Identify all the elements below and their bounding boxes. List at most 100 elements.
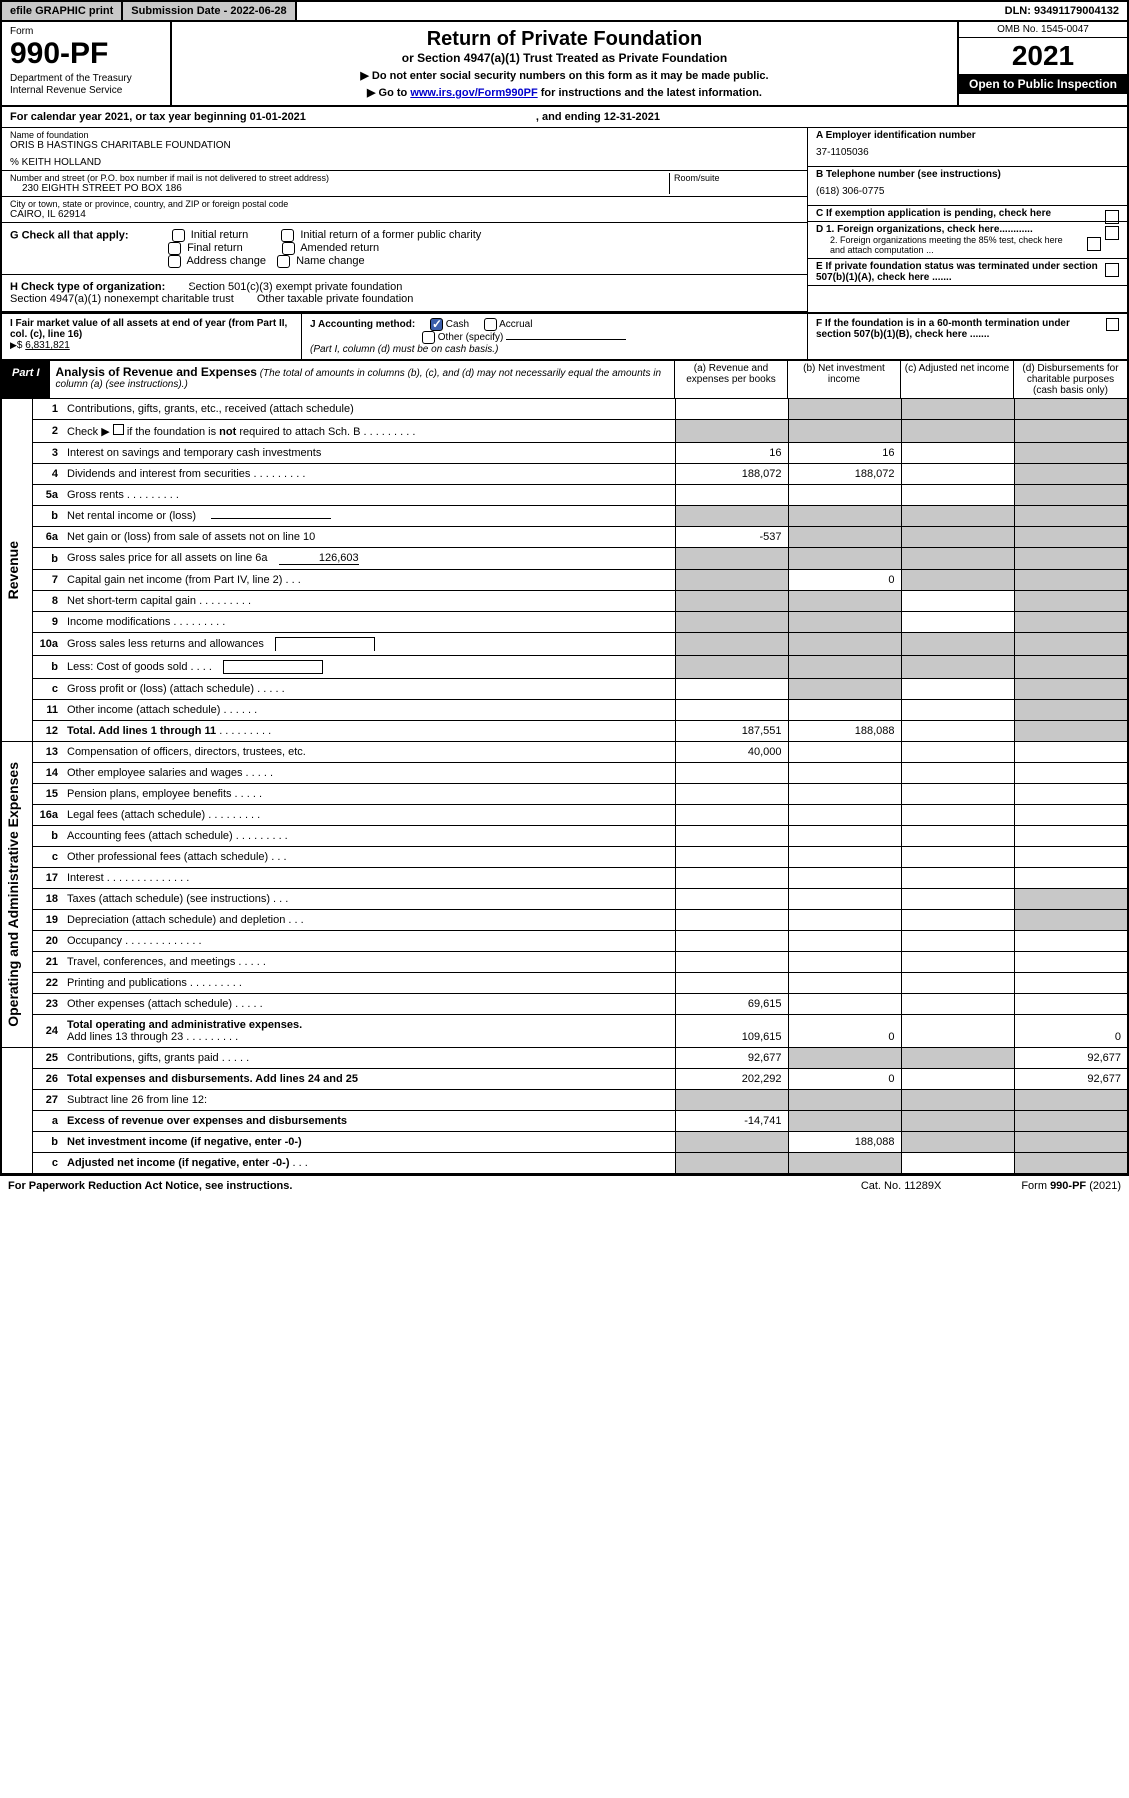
paperwork-notice: For Paperwork Reduction Act Notice, see …	[8, 1180, 292, 1192]
col-b-header: (b) Net investment income	[788, 361, 901, 398]
checkbox-address-change[interactable]	[168, 255, 181, 268]
table-row: 24Total operating and administrative exp…	[2, 1015, 1127, 1048]
tax-year: 2021	[959, 38, 1127, 74]
part-1-label: Part I	[2, 361, 50, 398]
table-row: 22Printing and publications	[2, 973, 1127, 994]
name-row: Name of foundation ORIS B HASTINGS CHARI…	[2, 128, 807, 171]
table-row: aExcess of revenue over expenses and dis…	[2, 1111, 1127, 1132]
checkbox-amended[interactable]	[282, 242, 295, 255]
room-label: Room/suite	[674, 173, 799, 183]
table-row: bAccounting fees (attach schedule)	[2, 826, 1127, 847]
checkbox-d2[interactable]	[1087, 237, 1101, 251]
efile-label: efile GRAPHIC print	[2, 2, 123, 20]
city-row: City or town, state or province, country…	[2, 197, 807, 223]
dln: DLN: 93491179004132	[997, 2, 1127, 20]
table-row: 12Total. Add lines 1 through 11 187,5511…	[2, 721, 1127, 742]
topbar: efile GRAPHIC print Submission Date - 20…	[0, 0, 1129, 22]
checkbox-final-return[interactable]	[168, 242, 181, 255]
header-left: Form 990-PF Department of the Treasury I…	[2, 22, 172, 105]
form-ref: Form 990-PF (2021)	[1021, 1180, 1121, 1192]
form-page: efile GRAPHIC print Submission Date - 20…	[0, 0, 1129, 1196]
part-1-desc: Analysis of Revenue and Expenses (The to…	[50, 361, 675, 398]
table-row: 9Income modifications	[2, 612, 1127, 633]
note-1: ▶ Do not enter social security numbers o…	[178, 69, 951, 82]
table-row: 6aNet gain or (loss) from sale of assets…	[2, 527, 1127, 548]
form-label: Form	[10, 26, 162, 37]
form-number: 990-PF	[10, 37, 162, 71]
open-public: Open to Public Inspection	[959, 74, 1127, 94]
table-row: 23Other expenses (attach schedule) . . .…	[2, 994, 1127, 1015]
foundation-name: ORIS B HASTINGS CHARITABLE FOUNDATION	[10, 140, 799, 151]
checkbox-c[interactable]	[1105, 210, 1119, 224]
table-row: 2Check ▶ if the foundation is not requir…	[2, 420, 1127, 443]
table-row: cOther professional fees (attach schedul…	[2, 847, 1127, 868]
checkbox-initial-return[interactable]	[172, 229, 185, 242]
table-row: 10aGross sales less returns and allowanc…	[2, 633, 1127, 656]
table-row: 18Taxes (attach schedule) (see instructi…	[2, 889, 1127, 910]
footer: For Paperwork Reduction Act Notice, see …	[0, 1175, 1129, 1196]
checkbox-other-method[interactable]	[422, 331, 435, 344]
submission-date: Submission Date - 2022-06-28	[123, 2, 296, 20]
table-row: 8Net short-term capital gain	[2, 591, 1127, 612]
table-row: 19Depreciation (attach schedule) and dep…	[2, 910, 1127, 931]
e-row: E If private foundation status was termi…	[808, 259, 1127, 286]
col-d-header: (d) Disbursements for charitable purpose…	[1014, 361, 1127, 398]
table-row: 14Other employee salaries and wages . . …	[2, 763, 1127, 784]
table-row: bNet investment income (if negative, ent…	[2, 1132, 1127, 1153]
addr-row: Number and street (or P.O. box number if…	[2, 171, 807, 197]
cat-no: Cat. No. 11289X	[861, 1180, 942, 1192]
ij-row: I Fair market value of all assets at end…	[0, 314, 1129, 361]
header-center: Return of Private Foundation or Section …	[172, 22, 957, 105]
table-row: 3Interest on savings and temporary cash …	[2, 443, 1127, 464]
box-f: F If the foundation is in a 60-month ter…	[807, 314, 1127, 359]
ein-row: A Employer identification number 37-1105…	[808, 128, 1127, 167]
box-g: G Check all that apply: Initial return I…	[2, 223, 807, 275]
omb-number: OMB No. 1545-0047	[959, 22, 1127, 38]
table-row: 7Capital gain net income (from Part IV, …	[2, 570, 1127, 591]
checkbox-cash[interactable]	[430, 318, 443, 331]
c-row: C If exemption application is pending, c…	[808, 206, 1127, 222]
table-row: 11Other income (attach schedule) . . . .…	[2, 700, 1127, 721]
table-row: 20Occupancy . . . .	[2, 931, 1127, 952]
checkbox-e[interactable]	[1105, 263, 1119, 277]
checkbox-d1[interactable]	[1105, 226, 1119, 240]
header-box: Form 990-PF Department of the Treasury I…	[0, 22, 1129, 107]
checkbox-name-change[interactable]	[277, 255, 290, 268]
col-a-header: (a) Revenue and expenses per books	[675, 361, 788, 398]
table-row: cGross profit or (loss) (attach schedule…	[2, 679, 1127, 700]
d-row: D 1. Foreign organizations, check here..…	[808, 222, 1127, 259]
phone-row: B Telephone number (see instructions) (6…	[808, 167, 1127, 206]
table-row: 15Pension plans, employee benefits . . .…	[2, 784, 1127, 805]
table-row: bNet rental income or (loss)	[2, 506, 1127, 527]
city-state-zip: CAIRO, IL 62914	[10, 209, 799, 220]
table-row: Operating and Administrative Expenses 13…	[2, 742, 1127, 763]
table-row: bLess: Cost of goods sold . . . .	[2, 656, 1127, 679]
part-1-table: Revenue 1Contributions, gifts, grants, e…	[2, 398, 1127, 1173]
info-right: A Employer identification number 37-1105…	[807, 128, 1127, 312]
table-row: 17Interest . . . . .	[2, 868, 1127, 889]
expenses-label: Operating and Administrative Expenses	[5, 762, 21, 1027]
street-address: 230 EIGHTH STREET PO BOX 186	[10, 183, 669, 194]
form-subtitle: or Section 4947(a)(1) Trust Treated as P…	[178, 51, 951, 65]
checkbox-f[interactable]	[1106, 318, 1119, 331]
info-left: Name of foundation ORIS B HASTINGS CHARI…	[2, 128, 807, 312]
col-c-header: (c) Adjusted net income	[901, 361, 1014, 398]
table-row: 21Travel, conferences, and meetings . . …	[2, 952, 1127, 973]
table-row: 4Dividends and interest from securities …	[2, 464, 1127, 485]
info-box: Name of foundation ORIS B HASTINGS CHARI…	[0, 128, 1129, 314]
instructions-link[interactable]: www.irs.gov/Form990PF	[410, 87, 537, 99]
table-row: Revenue 1Contributions, gifts, grants, e…	[2, 399, 1127, 420]
fmv-value: 6,831,821	[25, 340, 70, 351]
dept-label: Department of the Treasury Internal Reve…	[10, 73, 162, 97]
revenue-label: Revenue	[5, 541, 21, 599]
ein: 37-1105036	[816, 141, 1119, 164]
checkbox-accrual[interactable]	[484, 318, 497, 331]
box-i: I Fair market value of all assets at end…	[2, 314, 302, 359]
checkbox-initial-former[interactable]	[281, 229, 294, 242]
note-2: ▶ Go to www.irs.gov/Form990PF for instru…	[178, 86, 951, 99]
part-1: Part I Analysis of Revenue and Expenses …	[0, 361, 1129, 1175]
table-row: cAdjusted net income (if negative, enter…	[2, 1153, 1127, 1174]
header-right: OMB No. 1545-0047 2021 Open to Public In…	[957, 22, 1127, 105]
box-h: H Check type of organization: Section 50…	[2, 275, 807, 312]
care-of: % KEITH HOLLAND	[10, 157, 799, 168]
